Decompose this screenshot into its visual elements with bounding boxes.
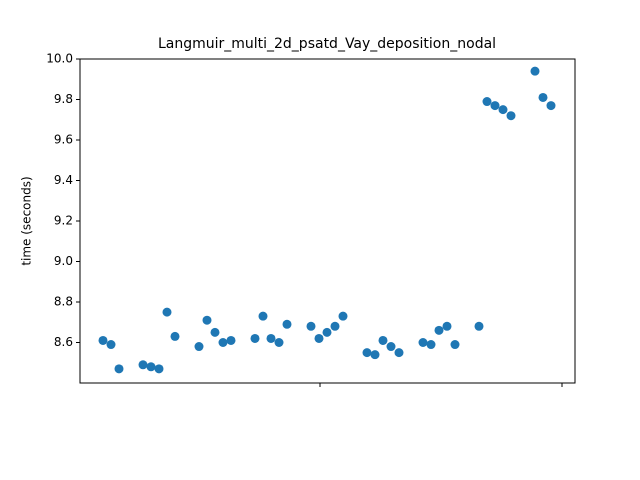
point [146, 362, 156, 372]
point [258, 311, 268, 321]
point [98, 335, 108, 345]
point [306, 321, 316, 331]
point [282, 319, 292, 329]
y-tick-label: 9.6 [54, 133, 73, 147]
point [194, 342, 204, 352]
y-tick-label: 10.0 [46, 52, 73, 66]
point [426, 340, 436, 350]
point [530, 66, 540, 76]
point [314, 333, 324, 343]
point [202, 315, 212, 325]
point [434, 325, 444, 335]
point [506, 111, 516, 121]
point [266, 333, 276, 343]
point [490, 101, 500, 111]
chart-title: Langmuir_multi_2d_psatd_Vay_deposition_n… [158, 36, 496, 52]
point [546, 101, 556, 111]
point [250, 333, 260, 343]
point [362, 348, 372, 358]
y-tick-label: 8.6 [54, 335, 73, 349]
point [418, 338, 428, 347]
point [330, 321, 340, 331]
point [338, 311, 348, 321]
y-axis-label: time (seconds) [20, 176, 34, 265]
point [218, 338, 228, 347]
point [538, 92, 548, 102]
y-tick-label: 9.8 [54, 92, 73, 106]
point [138, 360, 148, 370]
point [162, 307, 172, 317]
point [114, 364, 124, 374]
point [106, 340, 116, 350]
point [474, 321, 484, 331]
point [154, 364, 164, 374]
point [442, 321, 452, 331]
point [394, 348, 404, 358]
point [370, 350, 380, 360]
plot-frame [79, 58, 576, 384]
point [170, 331, 180, 341]
y-tick-label: 8.8 [54, 295, 73, 309]
point [450, 340, 460, 350]
point [482, 97, 492, 107]
point [378, 335, 388, 345]
y-tick-label: 9.0 [54, 254, 73, 268]
point [274, 338, 284, 347]
point [498, 105, 508, 115]
y-tick-label: 9.2 [54, 214, 73, 228]
y-tick-label: 9.4 [54, 173, 73, 187]
point [322, 327, 332, 337]
point [386, 342, 396, 352]
point [210, 327, 220, 337]
point [226, 335, 236, 345]
